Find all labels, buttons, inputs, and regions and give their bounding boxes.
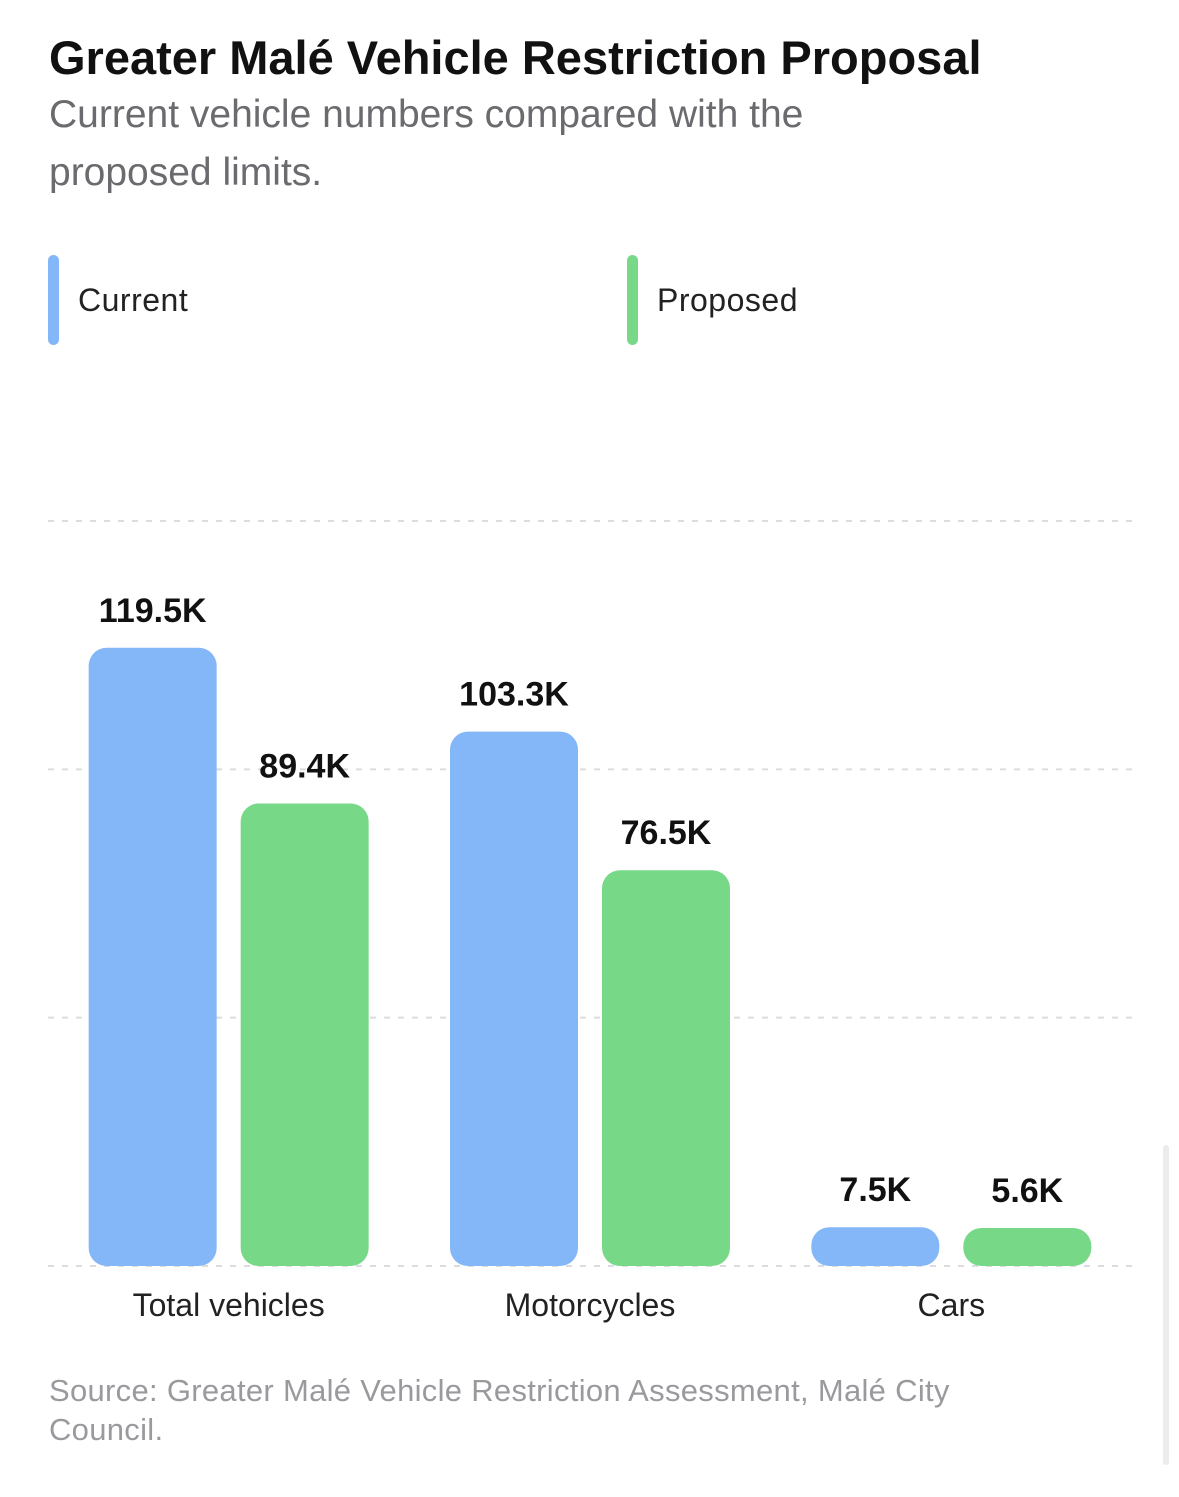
bar-proposed-motorcycles[interactable] [602, 870, 730, 1266]
legend-item-proposed: Proposed [627, 255, 798, 345]
data-label: 89.4K [259, 747, 350, 785]
bar-current-motorcycles[interactable] [450, 731, 578, 1266]
data-label: 103.3K [459, 676, 569, 714]
data-label: 5.6K [991, 1172, 1063, 1210]
category-label: Total vehicles [133, 1287, 325, 1323]
bar-chart: 119.5K 89.4K Total vehicles 103.3K 76.5K Moto… [48, 520, 1132, 1323]
data-label: 119.5K [99, 592, 207, 630]
chart-title: Greater Malé Vehicle Restriction Proposa… [49, 31, 982, 84]
bar-current-total-vehicles[interactable] [88, 647, 217, 1266]
data-label: 7.5K [839, 1171, 911, 1209]
category-label: Cars [918, 1287, 986, 1323]
legend-item-current: Current [48, 255, 188, 345]
source-note: Source: Greater Malé Vehicle Restriction… [49, 1373, 950, 1447]
scrollbar[interactable] [1163, 1145, 1169, 1465]
legend-label-current: Current [78, 281, 189, 318]
bar-proposed-cars[interactable] [963, 1228, 1092, 1266]
legend-swatch-proposed [627, 255, 638, 345]
legend-swatch-current [48, 255, 59, 345]
category-label: Motorcycles [505, 1287, 676, 1323]
bar-proposed-total-vehicles[interactable] [240, 803, 369, 1266]
legend-label-proposed: Proposed [657, 281, 798, 318]
chart-subtitle: Current vehicle numbers compared with th… [49, 93, 804, 194]
data-label: 76.5K [621, 814, 712, 852]
bar-current-cars[interactable] [811, 1227, 940, 1266]
